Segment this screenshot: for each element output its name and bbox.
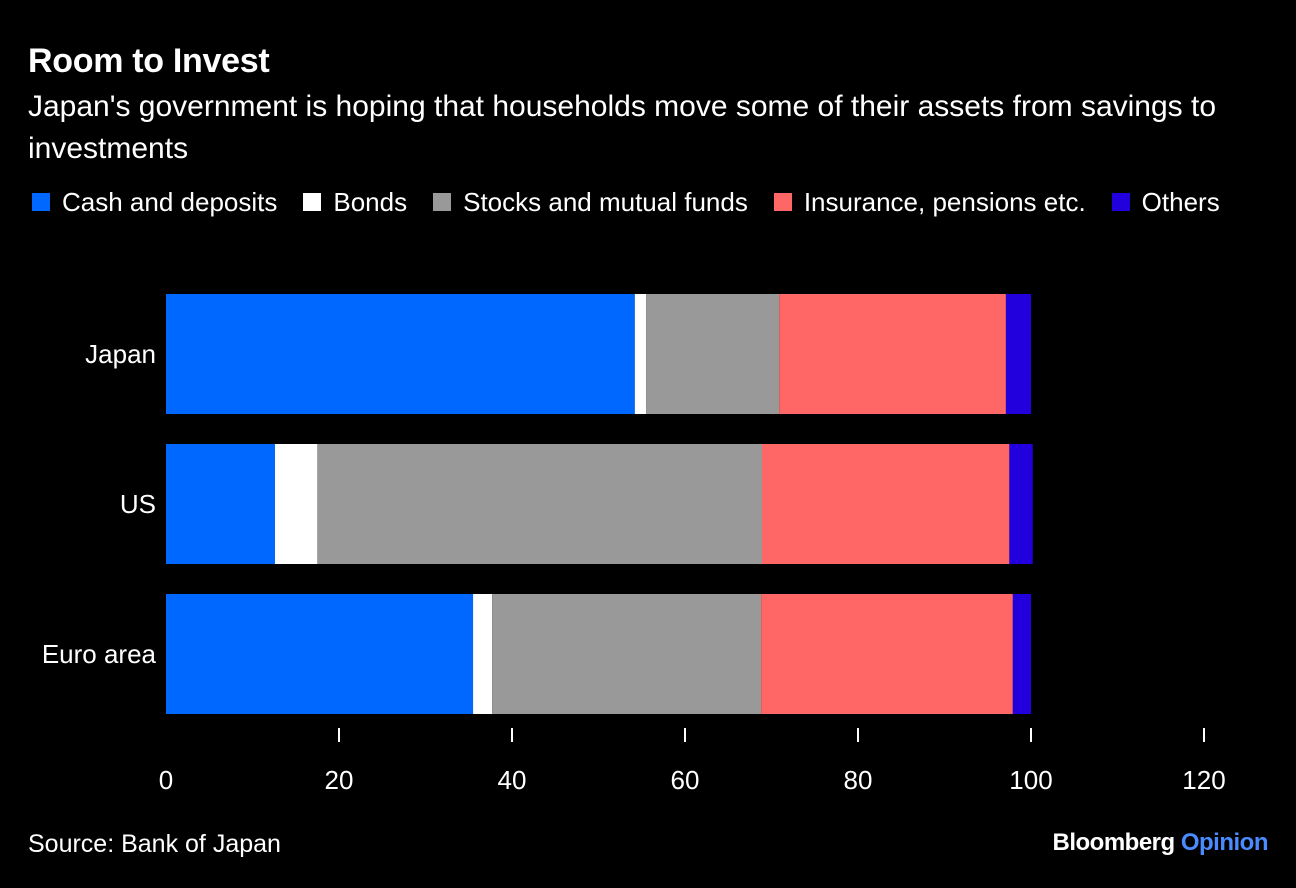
x-tick-label: 60 — [671, 765, 700, 795]
legend-item-cash-and-deposits: Cash and deposits — [32, 186, 278, 217]
bar-us-stocks-and-mutual-funds — [317, 444, 762, 564]
bar-euro-area-insurance-pensions-etc — [761, 594, 1013, 714]
category-label-us: US — [120, 489, 156, 519]
legend-label: Others — [1141, 186, 1220, 217]
x-tick-label: 120 — [1182, 765, 1225, 795]
category-label-japan: Japan — [85, 339, 156, 369]
x-tick-label: 20 — [325, 765, 354, 795]
bloomberg-opinion-logo: Bloomberg Opinion — [1053, 829, 1269, 857]
legend-swatch — [433, 193, 452, 211]
chart-legend: Cash and deposits Bonds Stocks and mutual … — [32, 186, 1232, 217]
logo-brand: Bloomberg — [1052, 829, 1176, 856]
chart-subtitle: Japan's government is hoping that househ… — [28, 90, 1217, 165]
bar-japan-stocks-and-mutual-funds — [646, 294, 780, 414]
legend-label: Insurance, pensions etc. — [803, 186, 1086, 217]
x-tick-label: 40 — [498, 765, 527, 795]
legend-item-stocks-and-mutual-funds: Stocks and mutual funds — [433, 186, 748, 217]
bar-japan-cash-and-deposits — [166, 294, 635, 414]
bar-us-insurance-pensions-etc — [761, 444, 1010, 564]
x-tick-label: 0 — [159, 765, 173, 795]
legend-swatch — [32, 193, 50, 211]
legend-label: Stocks and mutual funds — [463, 186, 748, 217]
bar-euro-area-bonds — [473, 594, 493, 714]
bar-us-cash-and-deposits — [166, 444, 275, 564]
legend-label: Bonds — [333, 186, 408, 217]
category-label-euro-area: Euro area — [42, 639, 157, 669]
bar-japan-others — [1005, 294, 1031, 414]
legend-item-insurance-pensions-etc: Insurance, pensions etc. — [773, 186, 1086, 217]
bar-euro-area-cash-and-deposits — [166, 594, 474, 714]
legend-item-others: Others — [1111, 186, 1220, 217]
bar-us-bonds — [274, 444, 318, 564]
legend-item-bonds: Bonds — [303, 186, 408, 217]
bar-japan-insurance-pensions-etc — [779, 294, 1006, 414]
bar-us-others — [1009, 444, 1033, 564]
legend-swatch — [303, 193, 322, 211]
legend-swatch — [1111, 193, 1130, 211]
x-tick-label: 100 — [1009, 765, 1052, 795]
bar-euro-area-stocks-and-mutual-funds — [492, 594, 762, 714]
bar-euro-area-others — [1012, 594, 1031, 714]
source-note: Source: Bank of Japan — [28, 830, 281, 858]
legend-swatch — [773, 193, 792, 211]
chart-title: Room to Invest — [28, 42, 270, 80]
bar-japan-bonds — [634, 294, 647, 414]
legend-label: Cash and deposits — [62, 186, 278, 217]
logo-product: Opinion — [1180, 829, 1269, 856]
x-tick-label: 80 — [844, 765, 873, 795]
